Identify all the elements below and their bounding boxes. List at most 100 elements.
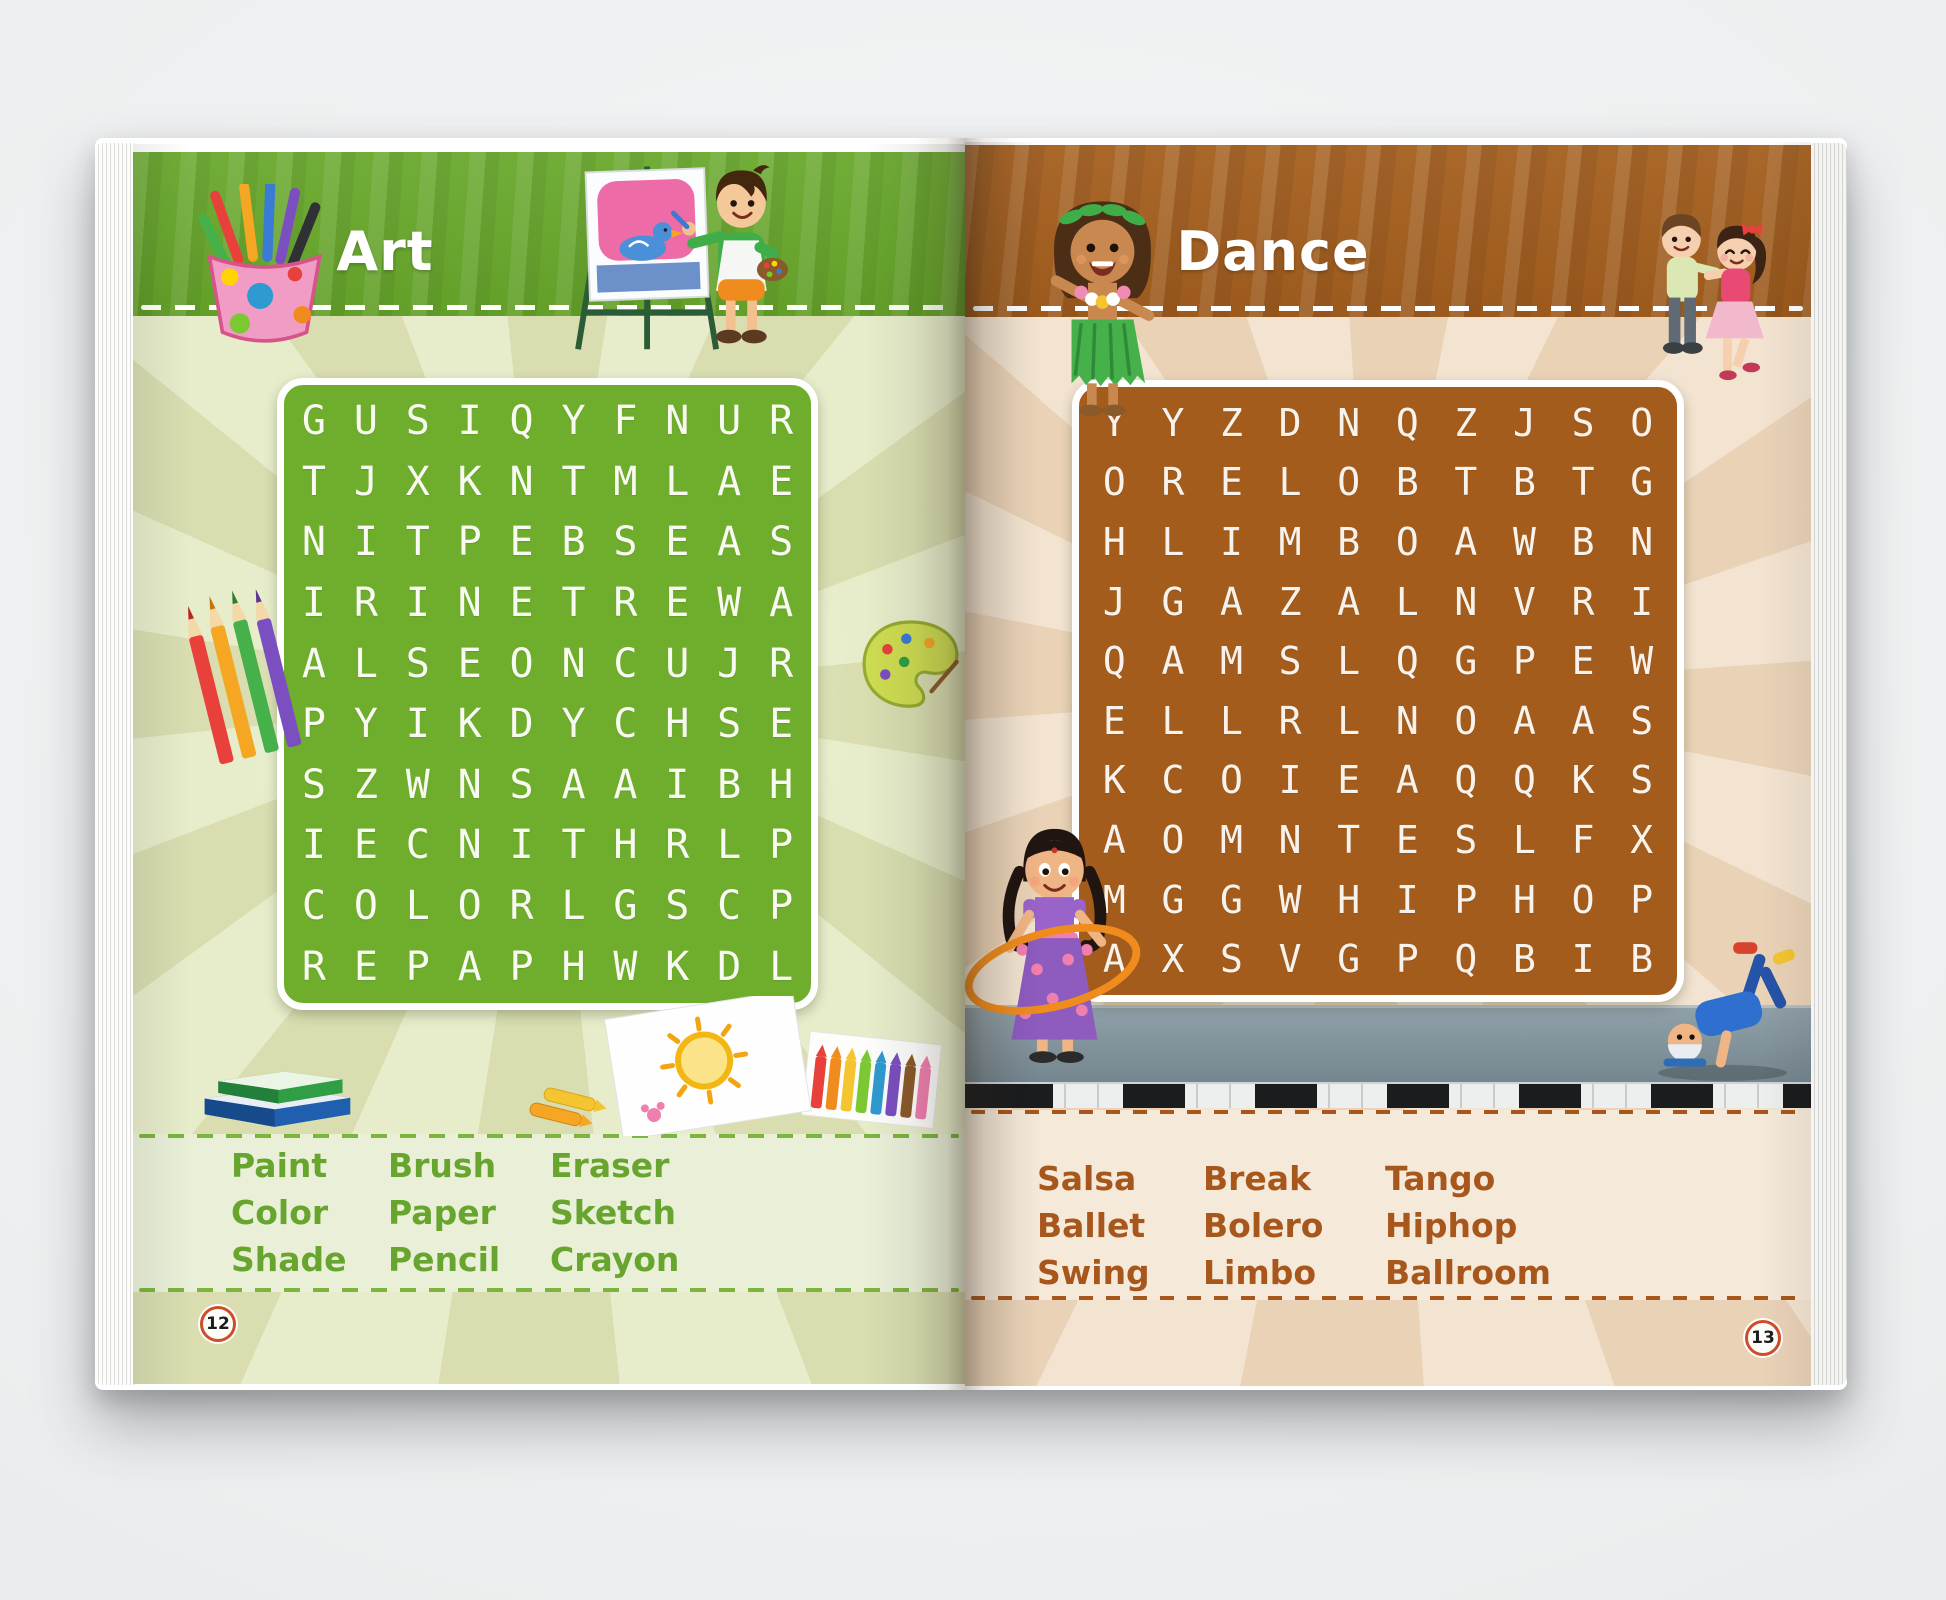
grid-letter: R — [769, 640, 794, 687]
grid-letter: I — [457, 398, 482, 445]
grid-letter: W — [405, 761, 430, 808]
grid-letter: A — [301, 640, 326, 687]
grid-letter: E — [769, 458, 794, 505]
grid-letter: G — [613, 883, 638, 930]
grid-letter: Y — [353, 701, 378, 748]
grid-letter: G — [1161, 877, 1185, 922]
grid-letter: E — [769, 701, 794, 748]
dance-floor-strip — [965, 1005, 1811, 1082]
page-stack-edge-right — [1811, 143, 1847, 1385]
grid-letter: N — [1395, 698, 1419, 743]
grid-letter: H — [665, 701, 690, 748]
grid-letter: I — [301, 580, 326, 627]
word-list-dashed-border — [971, 1110, 1805, 1114]
grid-letter: Z — [1278, 579, 1302, 624]
grid-letter: S — [717, 701, 742, 748]
colored-pencils-illustration — [188, 589, 302, 765]
grid-letter: C — [405, 822, 430, 869]
grid-letter: G — [1454, 639, 1478, 684]
grid-letter: W — [717, 580, 742, 627]
grid-letter: T — [1571, 460, 1595, 505]
page-title-art: Art — [336, 220, 434, 283]
page-number-badge: 13 — [1745, 1320, 1781, 1356]
page-number-badge: 12 — [200, 1306, 236, 1342]
art-word-list: Paint Color Shade Brush Paper Pencil Eraser Ske… — [133, 1134, 965, 1283]
grid-letter: R — [1278, 698, 1302, 743]
page-number: 13 — [1751, 1328, 1775, 1348]
grid-letter: T — [1454, 460, 1478, 505]
grid-letter: A — [717, 519, 742, 566]
grid-letter: O — [1630, 400, 1654, 445]
dance-word-list-band: Salsa Ballet Swing Break Bolero Limbo Tango Hip… — [965, 1110, 1811, 1300]
grid-letter: B — [1513, 460, 1536, 505]
grid-letter: Q — [1395, 639, 1419, 684]
grid-letter: D — [1278, 400, 1302, 445]
grid-letter: A — [1161, 639, 1185, 684]
grid-letter: P — [769, 883, 794, 930]
grid-letter: S — [1278, 639, 1302, 684]
grid-letter: L — [1337, 698, 1361, 743]
grid-letter: L — [353, 640, 378, 687]
word-list-dashed-border — [971, 1296, 1805, 1300]
hidden-word-label: Salsa — [1037, 1159, 1137, 1198]
grid-letter: Y — [561, 701, 586, 748]
grid-letter: I — [509, 822, 534, 869]
grid-letter: S — [405, 398, 430, 445]
grid-letter: A — [1337, 579, 1361, 624]
grid-letter: D — [717, 943, 742, 990]
grid-letter: J — [1513, 400, 1536, 445]
grid-letter: H — [561, 943, 586, 990]
grid-letter: B — [561, 519, 586, 566]
hidden-word-label: Break — [1203, 1159, 1312, 1198]
grid-letter: H — [1102, 519, 1126, 564]
grid-letter: U — [717, 398, 742, 445]
grid-letter: T — [1337, 817, 1361, 862]
grid-letter: W — [613, 943, 638, 990]
grid-letter: N — [561, 640, 586, 687]
grid-letter: C — [613, 701, 638, 748]
grid-letter: E — [665, 519, 690, 566]
grid-letter: L — [1337, 639, 1361, 684]
grid-letter: C — [717, 883, 742, 930]
grid-letter: K — [457, 458, 482, 505]
grid-letter: B — [1630, 937, 1654, 982]
grid-letter: R — [665, 822, 690, 869]
grid-letter: M — [1278, 519, 1302, 564]
header-dashed-line — [973, 306, 1803, 311]
grid-letter: O — [1220, 758, 1243, 803]
grid-letter: R — [353, 580, 378, 627]
paint-palette-illustration — [862, 620, 959, 708]
pencil-cup-illustration — [198, 184, 322, 343]
hula-dancer-girl-illustration — [1050, 201, 1155, 417]
grid-letter: B — [1571, 519, 1595, 564]
grid-letter: O — [1571, 877, 1595, 922]
grid-letter: T — [561, 458, 586, 505]
grid-letter: U — [353, 398, 378, 445]
hidden-word-label: Pencil — [388, 1240, 501, 1279]
grid-letter: E — [509, 519, 534, 566]
grid-letter: A — [561, 761, 586, 808]
grid-letter: E — [1571, 639, 1595, 684]
grid-letter: O — [457, 883, 482, 930]
grid-letter: A — [1102, 937, 1126, 982]
grid-letter: S — [1630, 698, 1654, 743]
grid-letter: X — [1161, 937, 1185, 982]
page-title-dance: Dance — [1176, 220, 1370, 283]
grid-letter: A — [769, 580, 794, 627]
grid-letter: Y — [1161, 400, 1185, 445]
grid-letter: S — [1454, 817, 1478, 862]
grid-letter: X — [405, 458, 430, 505]
grid-letter: E — [1220, 460, 1243, 505]
dancing-kids-couple-illustration — [1661, 214, 1767, 381]
